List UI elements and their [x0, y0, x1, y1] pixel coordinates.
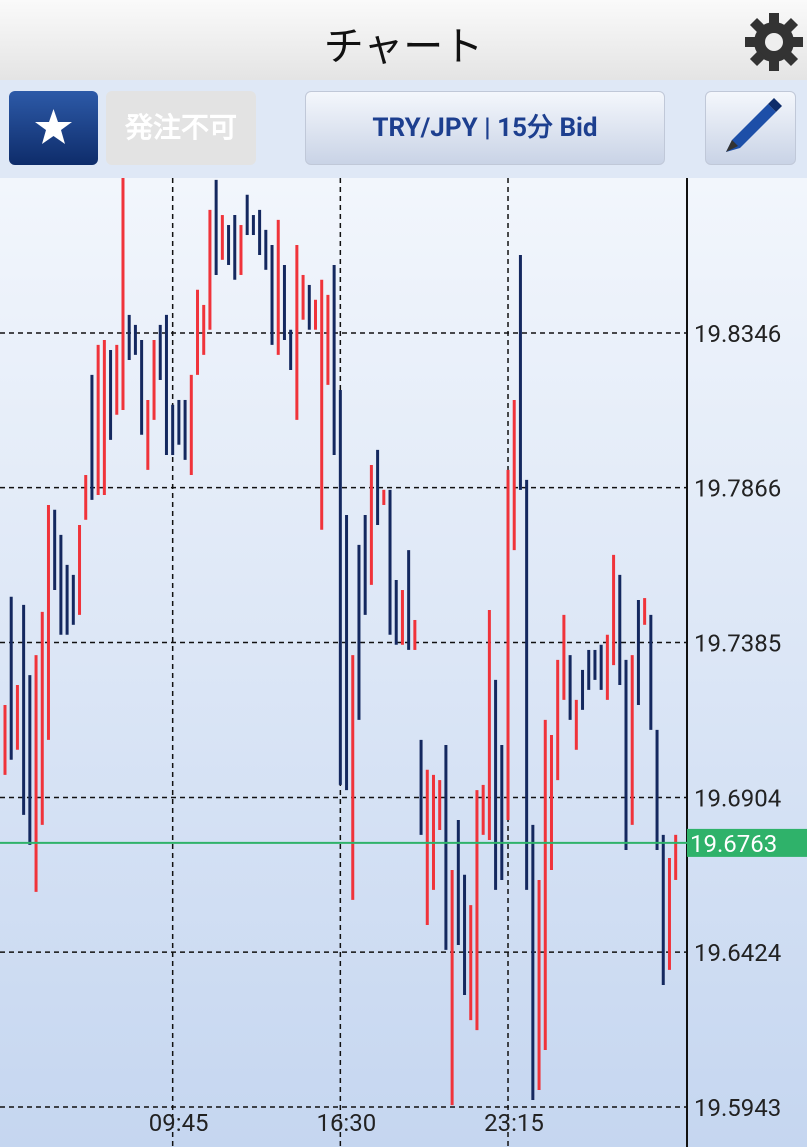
y-tick-label: 19.6424 — [694, 939, 781, 967]
settings-icon[interactable] — [744, 12, 804, 72]
current-price-box — [687, 828, 807, 857]
x-tick-label: 16:30 — [316, 1109, 376, 1137]
y-tick-label: 19.7385 — [694, 630, 781, 658]
current-price-label: 19.6763 — [690, 830, 777, 858]
symbol-button[interactable]: TRY/JPY | 15分 Bid — [305, 91, 665, 165]
favorite-button[interactable] — [9, 91, 98, 165]
chart: 19.8346 19.7866 19.7385 19.6904 19.6424 19.59… — [0, 178, 807, 1147]
y-tick-label: 19.8346 — [694, 320, 781, 348]
title: チャート — [323, 23, 484, 70]
y-tick-label: 19.6904 — [694, 784, 781, 812]
header: チャート — [0, 0, 807, 80]
pen-icon — [726, 98, 782, 152]
x-tick-label: 23:15 — [484, 1109, 544, 1137]
star-icon — [35, 109, 72, 144]
y-tick-label: 19.5943 — [694, 1094, 781, 1122]
x-tick-label: 09:45 — [149, 1109, 209, 1137]
y-tick-label: 19.7866 — [694, 475, 781, 503]
order-button: 発注不可 — [106, 91, 256, 165]
draw-button[interactable] — [705, 91, 796, 165]
chart-background — [0, 178, 807, 1147]
